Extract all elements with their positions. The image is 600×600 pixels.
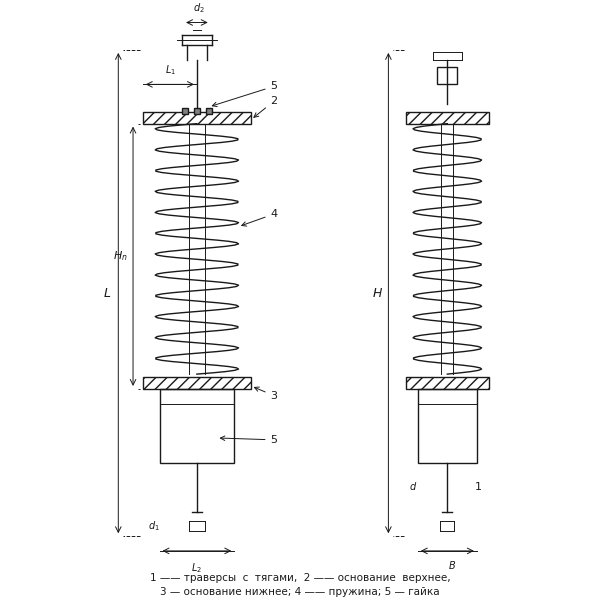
Bar [406,112,488,124]
Bar [437,67,457,85]
Text: 3: 3 [254,387,278,401]
Text: 1 —— траверсы  с  тягами,  2 —— основание  верхнее,: 1 —— траверсы с тягами, 2 —— основание в… [149,574,451,583]
Bar [418,389,477,463]
Bar [406,377,488,389]
Text: 4: 4 [242,209,278,226]
Text: B: B [449,561,455,571]
Bar [143,377,251,389]
Text: $L_2$: $L_2$ [191,561,202,575]
Text: L: L [103,287,110,300]
Text: 5: 5 [220,435,278,445]
Text: $H_n$: $H_n$ [113,250,128,263]
Text: H: H [373,287,382,300]
Text: $L_1$: $L_1$ [165,63,176,77]
Text: d: d [410,482,416,492]
Text: 3 — основание нижнее; 4 —— пружина; 5 — гайка: 3 — основание нижнее; 4 —— пружина; 5 — … [160,587,440,597]
Bar [143,112,251,124]
Text: $d_2$: $d_2$ [193,1,205,14]
Bar [160,389,234,463]
Text: 1: 1 [475,482,482,492]
Text: $d_1$: $d_1$ [148,520,160,533]
Text: 2: 2 [254,96,278,118]
Text: 5: 5 [212,81,278,107]
